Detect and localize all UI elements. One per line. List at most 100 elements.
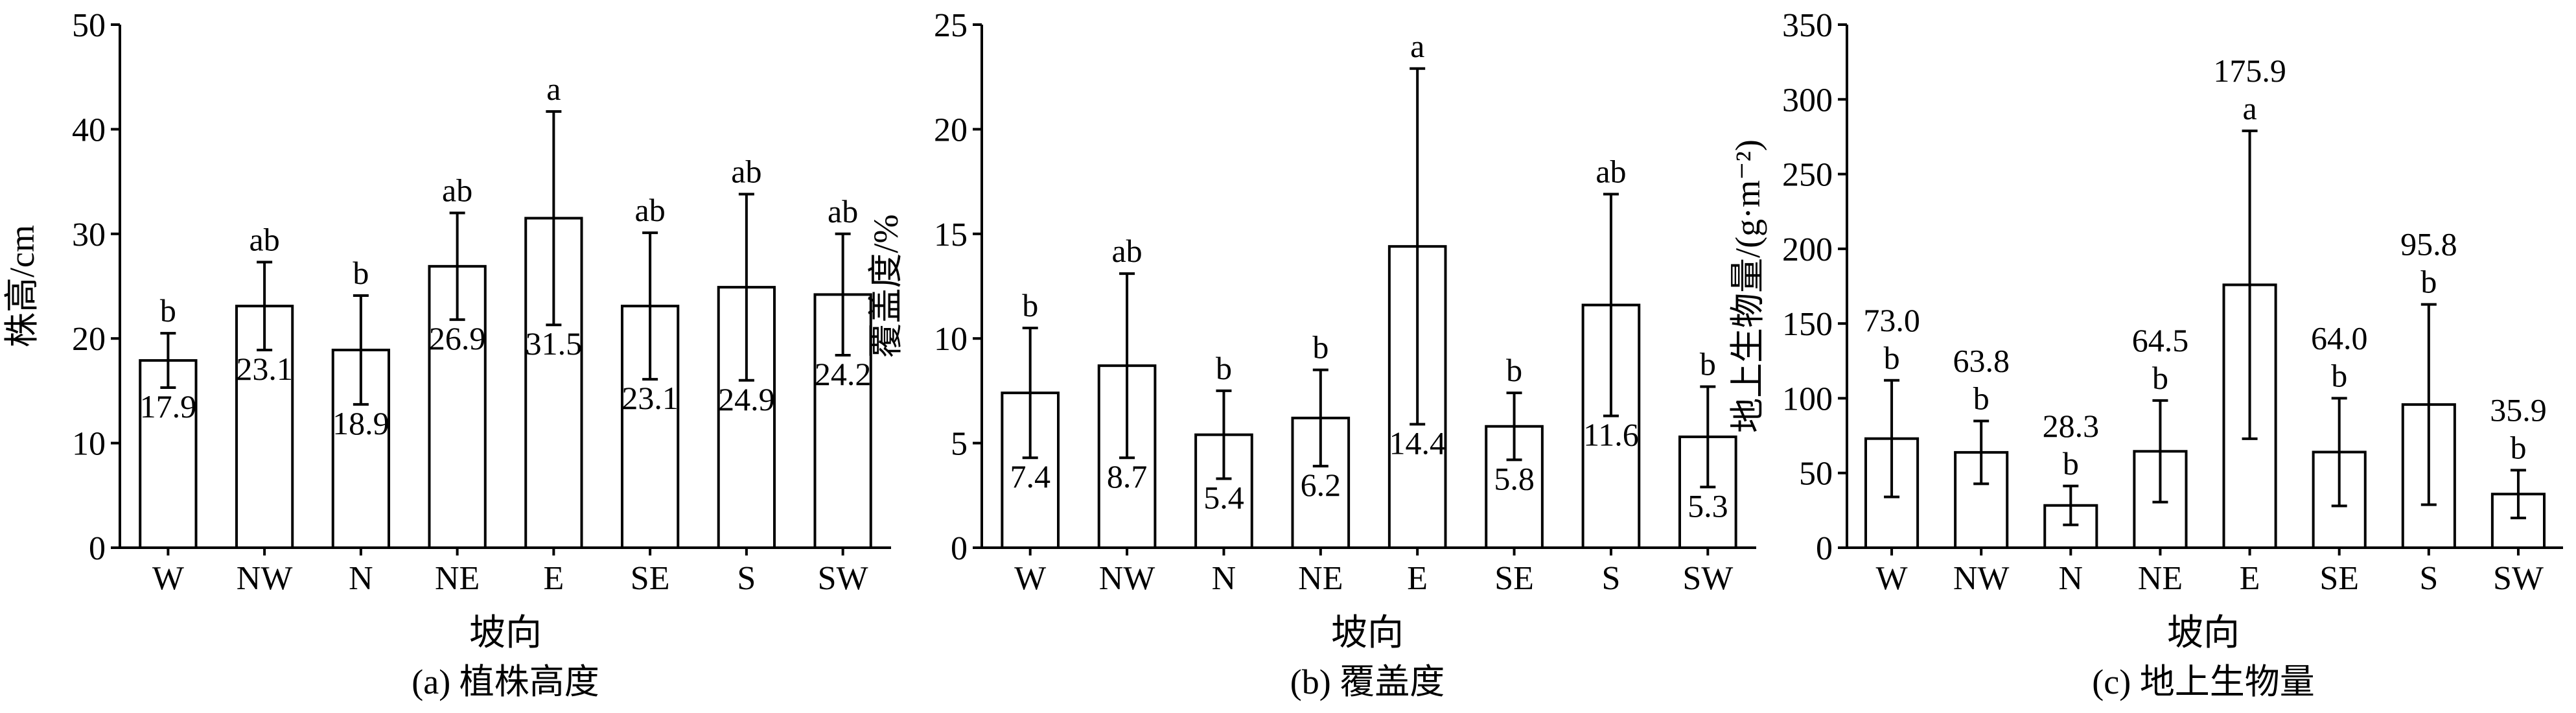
significance-label: b (1312, 329, 1329, 366)
y-tick-label: 300 (1782, 82, 1833, 119)
y-tick-label: 10 (934, 321, 968, 358)
y-tick-label: 50 (1799, 456, 1833, 493)
data-label: 24.9 (718, 381, 775, 417)
data-label: 28.3 (2043, 408, 2100, 444)
significance-label: b (1973, 380, 1990, 416)
data-label: 5.8 (1494, 460, 1535, 497)
significance-label: ab (442, 172, 472, 209)
x-axis-label: 坡向 (469, 613, 542, 653)
significance-label: ab (731, 153, 761, 189)
panel-caption: (c) 地上生物量 (2092, 662, 2314, 701)
data-label: 6.2 (1301, 467, 1341, 503)
significance-label: b (2420, 264, 2437, 300)
y-tick-label: 250 (1782, 157, 1833, 194)
x-tick-label: SE (1494, 560, 1534, 597)
significance-label: b (2331, 357, 2347, 393)
x-tick-label: N (2059, 560, 2083, 597)
data-label: 23.1 (621, 380, 679, 416)
significance-label: a (1410, 28, 1424, 64)
significance-label: b (353, 255, 369, 291)
data-label: 7.4 (1010, 458, 1050, 495)
y-tick-label: 50 (72, 7, 106, 44)
data-label: 18.9 (332, 405, 389, 441)
data-label: 24.2 (815, 356, 872, 392)
x-tick-label: SE (2319, 560, 2359, 597)
x-tick-label: SW (818, 560, 868, 597)
data-label: 26.9 (429, 320, 486, 356)
y-tick-label: 20 (72, 321, 106, 358)
y-tick-label: 10 (72, 426, 106, 463)
significance-label: b (1700, 345, 1716, 382)
significance-label: a (546, 71, 561, 107)
data-label: 23.1 (236, 351, 293, 387)
x-tick-label: SE (631, 560, 670, 597)
chart-panel-aboveground-biomass: 050100150200250300350地上生物量/(g·m⁻²)Wb73.0… (1728, 7, 2563, 701)
significance-label: b (1884, 340, 1900, 376)
significance-label: ab (1111, 233, 1142, 269)
x-tick-label: N (349, 560, 373, 597)
significance-label: ab (1595, 153, 1626, 189)
y-tick-label: 30 (72, 216, 106, 253)
y-tick-label: 150 (1782, 306, 1833, 343)
y-axis-label: 地上生物量/(g·m⁻²) (1728, 139, 1767, 433)
x-tick-label: E (1407, 560, 1428, 597)
y-axis-label: 株高/cm (3, 225, 41, 347)
x-tick-label: NW (1953, 560, 2010, 597)
data-label: 64.0 (2311, 320, 2368, 356)
x-tick-label: N (1212, 560, 1236, 597)
significance-label: a (2242, 90, 2257, 126)
panel-caption: (a) 植株高度 (412, 662, 599, 701)
x-tick-label: NW (1099, 560, 1155, 597)
x-tick-label: S (737, 560, 756, 597)
y-tick-label: 200 (1782, 231, 1833, 268)
y-tick-label: 25 (934, 7, 968, 44)
x-axis-label: 坡向 (1331, 613, 1404, 653)
x-tick-label: NE (435, 560, 480, 597)
data-label: 73.0 (1863, 302, 1920, 338)
data-label: 63.8 (1953, 342, 2010, 379)
y-axis-label: 覆盖度/% (866, 215, 905, 358)
x-tick-label: E (543, 560, 564, 597)
chart-panel-plant-height: 0 10 20 30 40 50 株高/cm Wb 17.9 NW ab 23.1 Nb 18.9 NE ab… (3, 7, 891, 701)
data-label: 8.7 (1107, 458, 1148, 495)
data-label: 17.9 (140, 388, 197, 425)
chart-panel-coverage: 0510152025覆盖度/%Wb7.4NWab8.7Nb5.4NEb6.2Ea… (866, 7, 1756, 701)
y-tick-label: 20 (934, 111, 968, 148)
x-tick-label: NE (2138, 560, 2183, 597)
significance-label: b (2152, 360, 2168, 396)
x-tick-label: SW (2493, 560, 2544, 597)
significance-label: b (1022, 287, 1038, 323)
data-label: 95.8 (2400, 226, 2457, 263)
data-label: 175.9 (2213, 53, 2286, 89)
panel-caption: (b) 覆盖度 (1290, 662, 1445, 701)
x-tick-label: SW (1682, 560, 1733, 597)
significance-label: b (1216, 350, 1232, 386)
significance-label: ab (249, 221, 280, 257)
significance-label: b (160, 292, 176, 329)
y-tick-label: 350 (1782, 7, 1833, 44)
bar (428, 264, 487, 549)
bar (139, 359, 198, 549)
x-tick-label: NW (237, 560, 293, 597)
x-tick-label: W (152, 560, 184, 597)
data-label: 5.3 (1688, 487, 1728, 524)
significance-label: b (2063, 445, 2079, 482)
x-tick-label: S (2419, 560, 2438, 597)
x-axis-label: 坡向 (2167, 613, 2240, 653)
data-label: 64.5 (2132, 322, 2189, 358)
significance-label: ab (828, 193, 858, 229)
y-tick-label: 100 (1782, 380, 1833, 417)
y-tick-label: 40 (72, 111, 106, 148)
data-label: 5.4 (1203, 479, 1244, 515)
y-tick-label: 0 (89, 530, 106, 567)
x-tick-label: S (1601, 560, 1620, 597)
data-label: 14.4 (1389, 425, 1446, 462)
x-tick-label: E (2240, 560, 2260, 597)
y-tick-label: 0 (951, 530, 968, 567)
data-label: 35.9 (2490, 392, 2547, 428)
data-label: 11.6 (1583, 417, 1639, 453)
y-tick-label: 15 (934, 216, 968, 253)
x-tick-label: W (1014, 560, 1046, 597)
significance-label: b (2510, 429, 2526, 465)
